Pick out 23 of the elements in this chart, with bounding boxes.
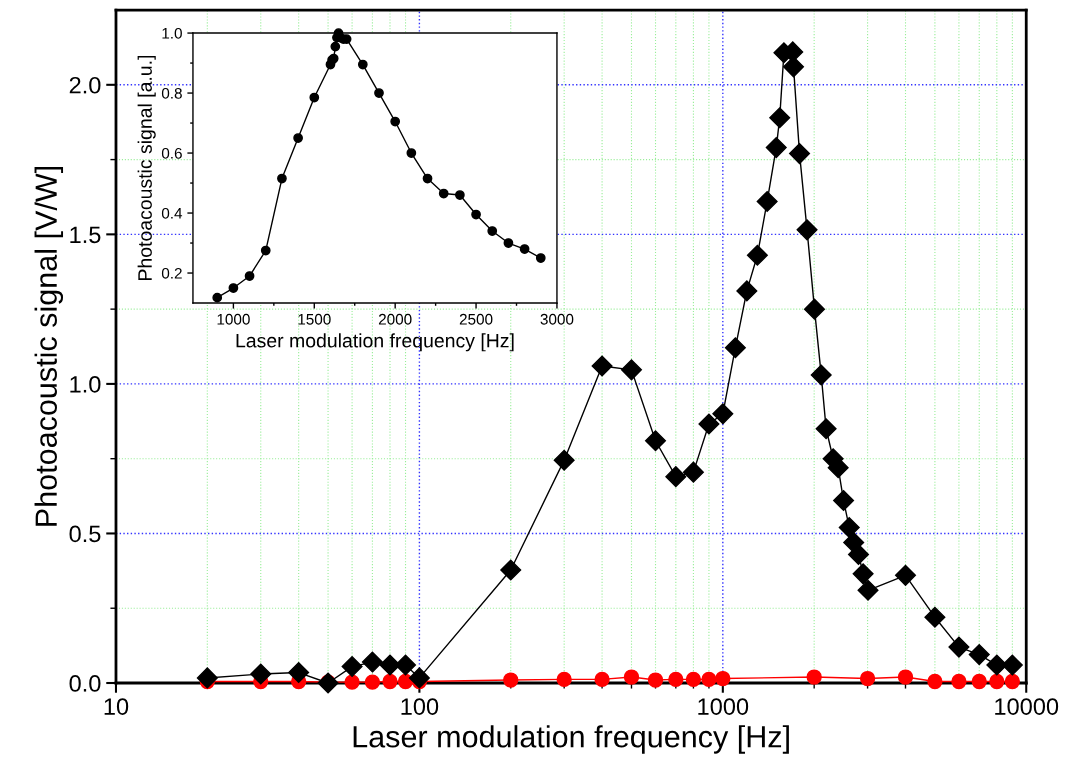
x-tick-label: 3000 bbox=[540, 313, 574, 325]
y-tick-label: 0.4 bbox=[161, 207, 183, 219]
y-tick-label: 1.0 bbox=[70, 375, 101, 393]
y-tick-label: 0.0 bbox=[69, 675, 101, 692]
y-tick-label: 0.8 bbox=[161, 87, 182, 99]
y-axis-title: Photoacoustic signal [V/W] bbox=[34, 166, 64, 526]
y-tick-label: 0.2 bbox=[161, 267, 182, 279]
x-tick-label: 10 bbox=[104, 698, 129, 715]
x-tick-label: 1500 bbox=[298, 313, 331, 325]
x-tick-label: 10000 bbox=[995, 698, 1059, 715]
x-tick-label: 1000 bbox=[217, 313, 250, 325]
x-tick-label: 2500 bbox=[459, 313, 493, 325]
x-tick-label: 1000 bbox=[698, 698, 749, 715]
y-tick-label: 0.6 bbox=[161, 147, 182, 159]
x-tick-label: 100 bbox=[401, 698, 439, 715]
y-axis-title: Photoacoustic signal [a.u.] bbox=[137, 55, 156, 280]
y-tick-label: 0.5 bbox=[69, 525, 101, 543]
x-tick-label: 2000 bbox=[378, 313, 412, 325]
y-tick-label: 2.0 bbox=[69, 76, 101, 94]
y-tick-label: 1.5 bbox=[70, 226, 101, 244]
y-tick-label: 1.0 bbox=[162, 27, 182, 39]
x-axis-title: Laser modulation frequency [Hz] bbox=[236, 333, 514, 352]
x-axis-title: Laser modulation frequency [Hz] bbox=[353, 725, 789, 754]
